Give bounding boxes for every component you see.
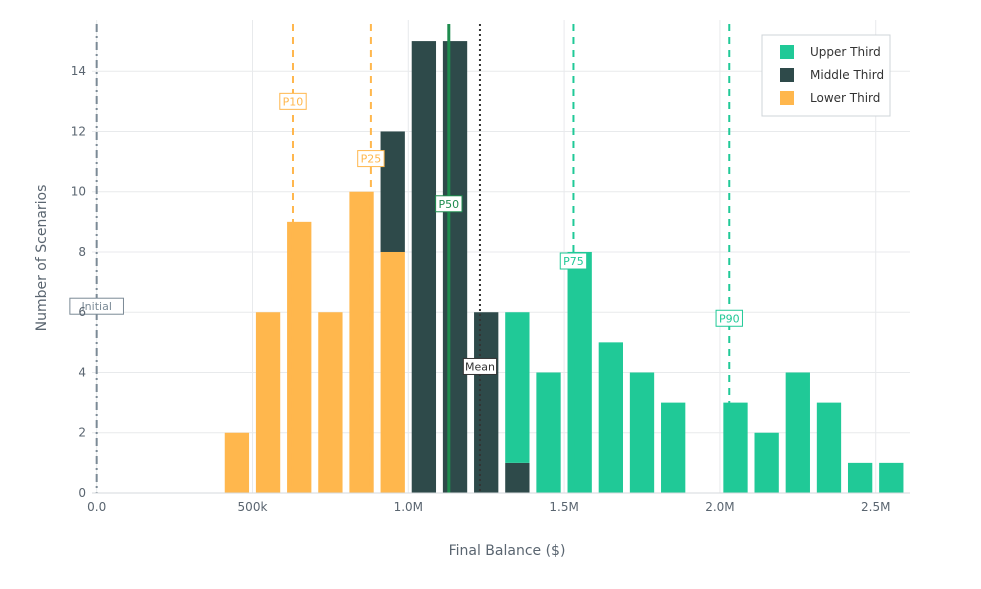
bar-lower-third[interactable] — [287, 221, 312, 493]
legend-swatch — [780, 91, 794, 105]
x-axis-title: Final Balance ($) — [449, 543, 566, 559]
reference-label-box — [279, 92, 307, 110]
y-tick-label: 0 — [78, 486, 86, 500]
reference-label-p90: P90 — [715, 309, 743, 327]
reference-label-text: Initial — [81, 300, 111, 313]
reference-label-box — [462, 357, 498, 375]
legend-swatch — [780, 45, 794, 59]
bar-middle-third[interactable] — [411, 41, 437, 493]
legend-label[interactable]: Upper Third — [810, 45, 881, 59]
bar-lower-third[interactable] — [349, 191, 374, 493]
bar-upper-third[interactable] — [598, 342, 623, 493]
y-tick-label: 2 — [78, 426, 86, 440]
x-tick-label: 2.5M — [861, 500, 890, 514]
reference-label-box — [357, 150, 385, 168]
bar-middle-third[interactable] — [474, 312, 499, 493]
legend-swatch — [780, 68, 794, 82]
reference-label-text: P10 — [283, 95, 304, 108]
y-tick-label: 14 — [71, 64, 86, 78]
reference-label-initial: Initial — [69, 297, 124, 315]
x-tick-label: 0.0 — [87, 500, 106, 514]
reference-label-box — [559, 252, 588, 270]
reference-label-text: P50 — [438, 198, 459, 211]
legend: Upper Third Middle Third Lower Third — [761, 34, 891, 117]
bar-upper-third[interactable] — [661, 402, 686, 493]
y-tick-label: 8 — [78, 245, 86, 259]
x-tick-label: 1.0M — [394, 500, 423, 514]
bar-middle-third[interactable] — [380, 131, 405, 252]
reference-label-text: P90 — [719, 312, 740, 325]
grid-layer — [92, 20, 910, 494]
legend-label[interactable]: Lower Third — [810, 91, 880, 105]
bar-lower-third[interactable] — [255, 312, 281, 493]
reference-label-text: Mean — [465, 360, 495, 373]
x-tick-label: 500k — [238, 500, 268, 514]
reference-label-box — [69, 297, 124, 315]
reference-label-p10: P10 — [279, 92, 307, 110]
bar-upper-third[interactable] — [816, 402, 842, 493]
axes-layer: 0 2 4 6 8 10 12 14 0.0 500k 1.0M 1.5M 2.0M 2.5M — [71, 64, 910, 514]
reference-lines-layer: Initial P10 P25 P50 Mean P75 P90 — [69, 24, 743, 493]
bar-upper-third[interactable] — [536, 372, 561, 493]
reference-label-box — [435, 195, 463, 213]
bar-upper-third[interactable] — [505, 312, 530, 463]
reference-label-mean: Mean — [462, 357, 498, 375]
x-tick-label: 1.5M — [549, 500, 578, 514]
bar-middle-third[interactable] — [505, 462, 530, 493]
bar-upper-third[interactable] — [847, 462, 873, 493]
y-tick-label: 12 — [71, 124, 86, 138]
y-tick-label: 10 — [71, 185, 86, 199]
bar-lower-third[interactable] — [380, 251, 405, 493]
reference-label-text: P25 — [361, 153, 382, 166]
bar-lower-third[interactable] — [224, 432, 250, 493]
bar-lower-third[interactable] — [318, 312, 343, 493]
y-axis-title: Number of Scenarios — [34, 185, 50, 332]
reference-label-p75: P75 — [559, 252, 588, 270]
reference-label-p50: P50 — [435, 195, 463, 213]
y-tick-label: 4 — [78, 365, 86, 379]
bars-layer — [224, 41, 904, 493]
bar-upper-third[interactable] — [567, 251, 592, 493]
bar-middle-third[interactable] — [442, 41, 468, 493]
bar-upper-third[interactable] — [629, 372, 655, 493]
bar-upper-third[interactable] — [785, 372, 810, 493]
legend-label[interactable]: Middle Third — [810, 68, 884, 82]
bar-upper-third[interactable] — [754, 432, 779, 493]
bar-upper-third[interactable] — [723, 402, 748, 493]
reference-label-text: P75 — [563, 255, 584, 268]
y-tick-label: 6 — [78, 305, 86, 319]
reference-label-p25: P25 — [357, 150, 385, 168]
bar-upper-third[interactable] — [879, 462, 904, 493]
reference-label-box — [715, 309, 743, 327]
x-tick-label: 2.0M — [705, 500, 734, 514]
